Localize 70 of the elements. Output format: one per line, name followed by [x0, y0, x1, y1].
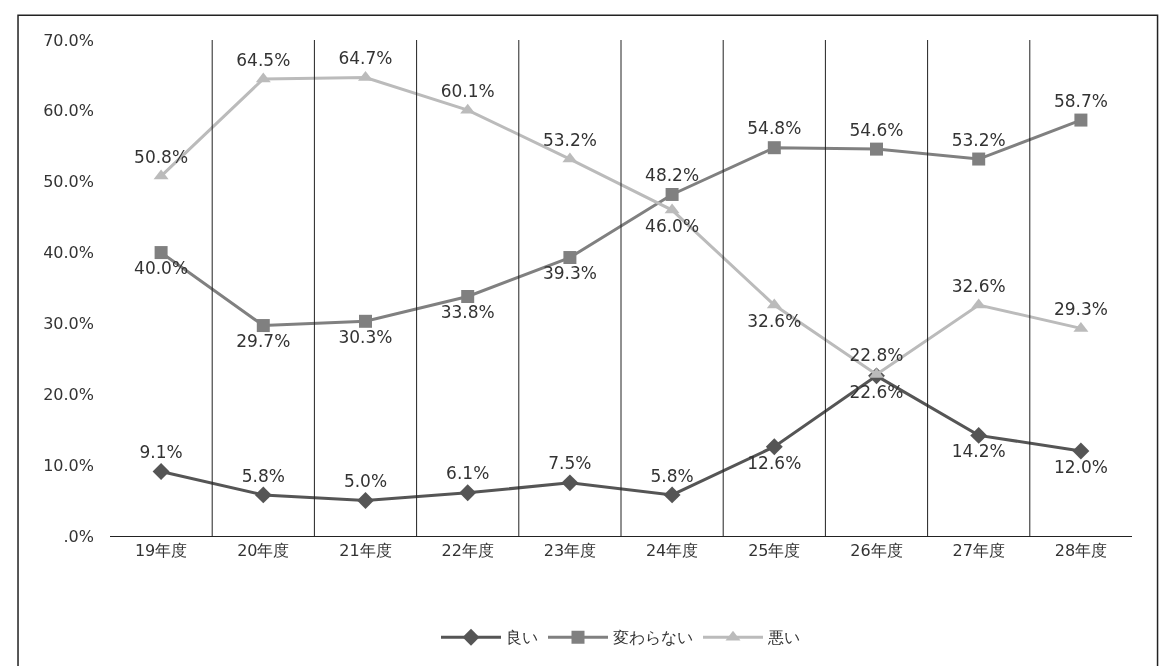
data-label: 22.8%	[849, 345, 904, 366]
data-label: 46.0%	[645, 215, 700, 236]
data-label: 53.2%	[542, 129, 597, 150]
point	[970, 426, 988, 444]
point	[459, 484, 477, 502]
point	[561, 474, 579, 492]
data-label: 12.0%	[1053, 456, 1108, 477]
y-tick-label: .0%	[63, 526, 94, 546]
x-tick-label: 27年度	[952, 541, 1005, 561]
data-label: 12.6%	[747, 452, 802, 473]
point	[563, 251, 577, 265]
data-label: 39.3%	[542, 263, 597, 284]
point	[870, 142, 883, 156]
y-tick-label: 60.0%	[43, 101, 94, 121]
point	[152, 463, 170, 480]
x-tick-label: 19年度	[134, 541, 188, 561]
data-label: 6.1%	[446, 463, 490, 484]
point	[357, 492, 374, 510]
point	[767, 141, 781, 155]
data-label: 30.3%	[338, 327, 393, 348]
point	[256, 319, 270, 333]
y-tick-label: 40.0%	[43, 243, 94, 263]
data-label: 7.5%	[548, 453, 592, 474]
data-label: 5.8%	[241, 465, 285, 486]
point	[765, 438, 783, 456]
point	[461, 290, 475, 303]
y-tick-label: 50.0%	[43, 172, 94, 192]
legend-label: 変わらない	[613, 628, 693, 648]
legend-label: 良い	[506, 628, 538, 648]
data-label: 5.0%	[343, 471, 388, 492]
data-label: 54.8%	[747, 118, 802, 139]
x-tick-label: 23年度	[543, 541, 597, 561]
y-tick-label: 70.0%	[43, 30, 94, 50]
point	[254, 486, 272, 504]
x-tick-label: 26年度	[850, 541, 903, 561]
point	[972, 152, 986, 166]
point	[1072, 442, 1090, 460]
data-label: 29.7%	[236, 331, 291, 352]
x-tick-label: 21年度	[339, 541, 392, 561]
data-label: 60.1%	[440, 80, 495, 101]
x-tick-label: 24年度	[645, 541, 699, 561]
data-label: 33.8%	[440, 302, 495, 323]
data-label: 5.8%	[650, 465, 694, 486]
data-label: 64.5%	[236, 49, 291, 70]
y-tick-label: 30.0%	[43, 314, 94, 334]
x-tick-label: 22年度	[441, 541, 494, 561]
x-tick-label: 25年度	[748, 541, 801, 561]
data-label: 40.0%	[134, 258, 189, 279]
data-label: 9.1%	[139, 442, 183, 463]
data-label: 32.6%	[951, 275, 1006, 296]
data-label: 32.6%	[747, 310, 802, 331]
data-label: 14.2%	[951, 441, 1006, 462]
point	[663, 486, 681, 504]
point	[359, 314, 372, 328]
point	[1074, 113, 1088, 127]
x-tick-label: 20年度	[237, 541, 290, 561]
data-label: 22.6%	[849, 381, 904, 402]
data-label: 50.8%	[134, 146, 189, 167]
data-label: 53.2%	[951, 129, 1006, 150]
point	[665, 187, 679, 201]
data-label: 64.7%	[338, 48, 393, 69]
x-tick-label: 28年度	[1054, 541, 1108, 561]
point	[154, 246, 168, 260]
data-label: 54.6%	[849, 119, 904, 140]
y-tick-label: 20.0%	[43, 384, 94, 404]
data-label: 58.7%	[1053, 90, 1108, 111]
data-label: 48.2%	[645, 165, 700, 186]
legend-label: 悪い	[767, 628, 800, 648]
y-tick-label: 10.0%	[43, 455, 94, 475]
data-label: 29.3%	[1053, 299, 1108, 320]
